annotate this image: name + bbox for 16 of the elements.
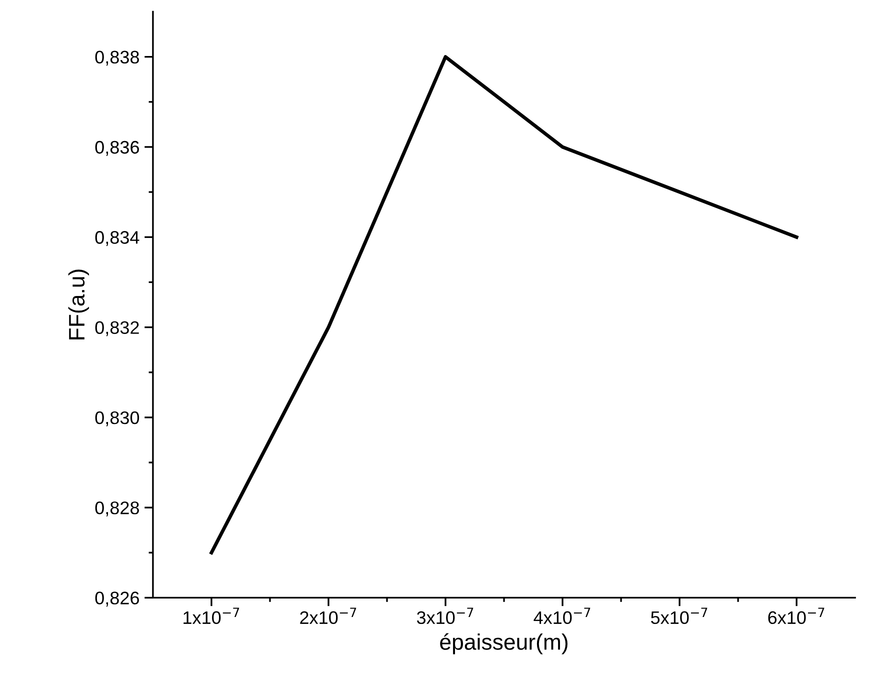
- x-tick-label: 1x10$^{−7}$: [184, 608, 240, 624]
- y-tick-label: 0,838: [95, 50, 139, 66]
- y-tick-label: 0,828: [95, 502, 139, 516]
- x-tick-label: 6x10$^{−7}$: [768, 608, 824, 624]
- x-tick-label: 2x10$^{−7}$: [300, 608, 356, 624]
- y-tick-label: 0,834: [95, 231, 140, 246]
- x-tick-label: 4x10$^{−7}$: [534, 608, 590, 624]
- x-tick-label: 3x10$^{−7}$: [416, 608, 474, 624]
- y-axis-title: FF(a.u): [68, 270, 90, 340]
- y-tick-label: 0,836: [95, 140, 139, 156]
- y-tick-label: 0,830: [95, 411, 140, 426]
- x-axis-title: épaisseur(m): [440, 633, 568, 654]
- y-tick-label: 0,832: [95, 321, 139, 336]
- y-tick-label: 0,826: [95, 592, 139, 607]
- x-tick-label: 5x10$^{−7}$: [651, 608, 708, 624]
- line-series: [210, 55, 798, 554]
